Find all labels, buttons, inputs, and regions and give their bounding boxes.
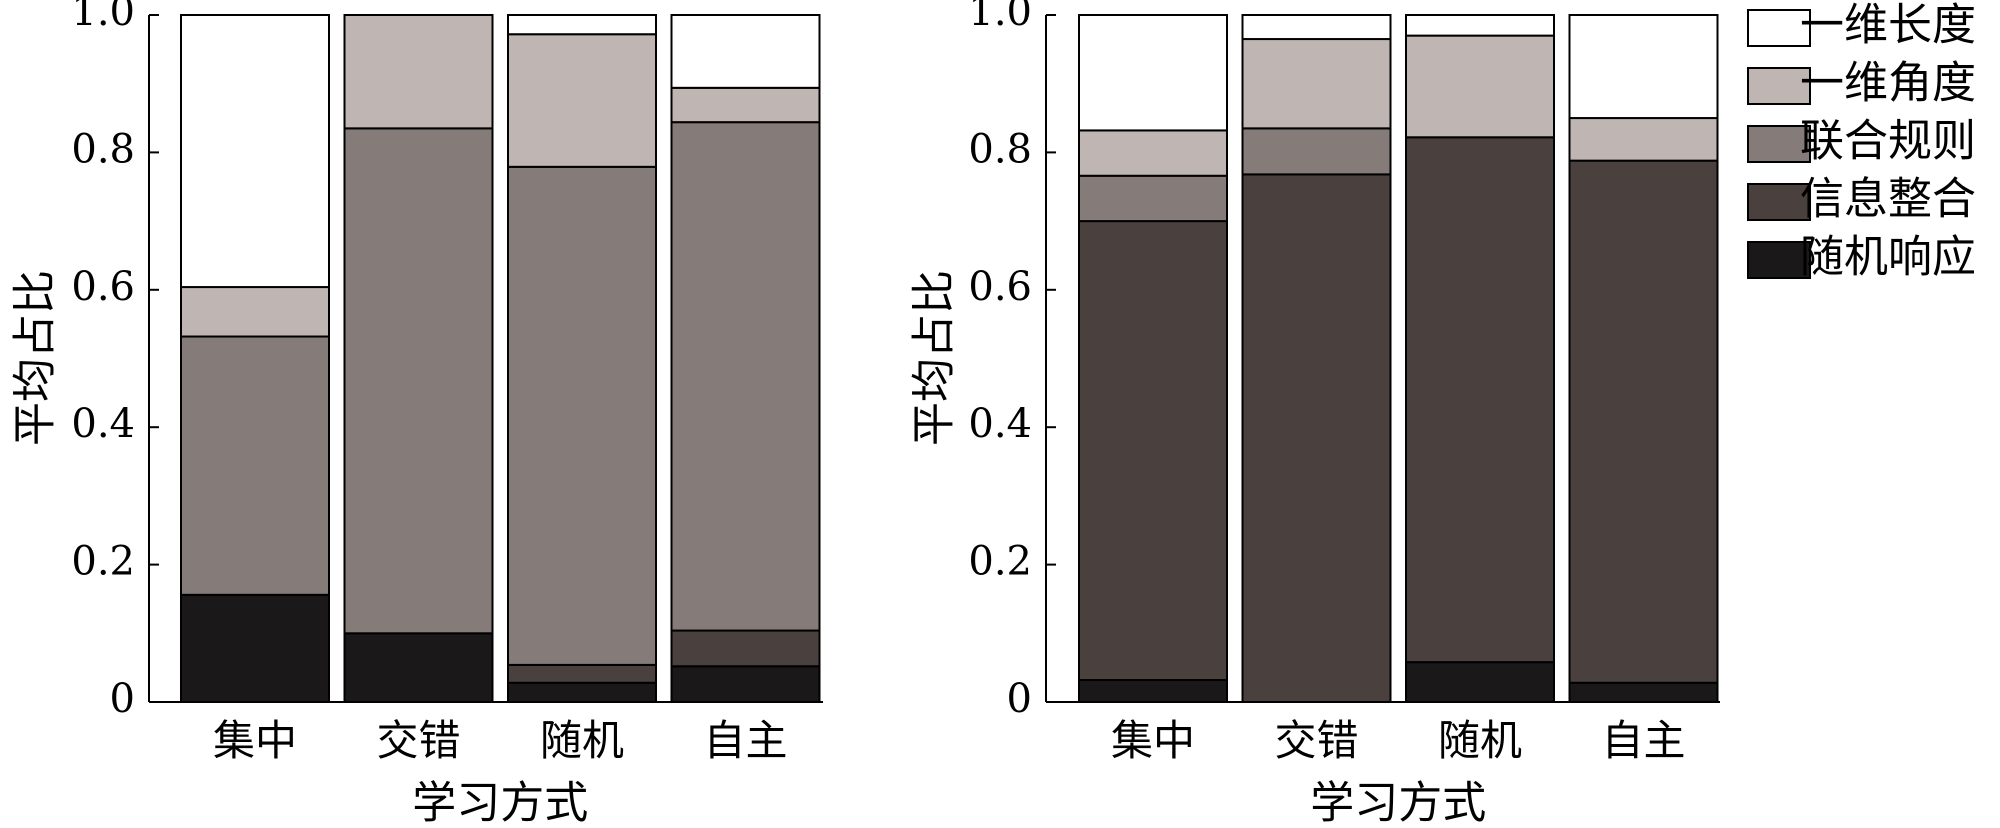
legend-label: 一维角度 <box>1800 58 1976 109</box>
x-tick-label: 自主 <box>1601 716 1685 765</box>
y-axis-title: 平均占比 <box>909 270 960 446</box>
y-tick-label: 1.0 <box>71 0 135 35</box>
bar-segment <box>1405 14 1555 37</box>
x-tick-label: 集中 <box>213 716 297 765</box>
legend-swatch <box>1747 183 1811 221</box>
bar-segment <box>1405 136 1555 664</box>
bar-segment <box>670 121 821 632</box>
bar-segment <box>1241 173 1392 704</box>
bar-segment <box>670 665 821 703</box>
y-tick-label: 0.6 <box>968 264 1032 310</box>
y-tick-label: 1.0 <box>968 0 1032 35</box>
bar-segment <box>343 14 494 130</box>
bar-segment <box>180 335 330 596</box>
x-axis-title: 学习方式 <box>412 778 588 828</box>
x-tick-label: 随机 <box>540 716 624 765</box>
y-tick-label: 0.8 <box>968 126 1032 172</box>
legend-label: 信息整合 <box>1800 174 1976 225</box>
x-tick-label: 交错 <box>1274 716 1358 765</box>
y-tick-label: 0.2 <box>71 539 135 585</box>
bar-segment <box>1241 127 1392 176</box>
bar-segment <box>670 14 821 89</box>
bar-segment <box>1568 159 1719 684</box>
y-tick-label: 0.8 <box>71 126 135 172</box>
bar-segment <box>507 663 657 684</box>
bar-segment <box>1568 117 1719 162</box>
bar-segment <box>343 632 494 703</box>
y-tick-label: 0 <box>1007 676 1032 722</box>
bar-segment <box>1568 681 1719 703</box>
legend-swatch <box>1747 241 1811 279</box>
legend-swatch <box>1747 125 1811 163</box>
bar-segment <box>507 14 657 36</box>
bar-segment <box>1078 14 1228 132</box>
bar-segment <box>180 286 330 338</box>
bar-segment <box>180 14 330 289</box>
x-tick-label: 交错 <box>376 716 460 765</box>
y-tick-label: 0.4 <box>968 401 1032 447</box>
bar-segment <box>1241 38 1392 130</box>
bar-segment <box>670 86 821 124</box>
y-tick-label: 0.6 <box>71 264 135 310</box>
y-tick-label: 0 <box>110 676 135 722</box>
bar-segment <box>670 629 821 668</box>
bar-segment <box>507 165 657 666</box>
x-tick-label: 随机 <box>1438 716 1522 765</box>
x-tick-label: 集中 <box>1111 716 1195 765</box>
legend-label: 随机响应 <box>1800 232 1976 283</box>
bar-segment <box>1078 220 1228 682</box>
x-tick-label: 自主 <box>703 716 787 765</box>
bar-segment <box>1078 679 1228 703</box>
bar-segment <box>1568 14 1719 120</box>
bar-segment <box>507 681 657 703</box>
bar-segment <box>1078 129 1228 177</box>
y-axis-title: 平均占比 <box>10 270 61 446</box>
legend-swatch <box>1747 67 1811 105</box>
bar-segment <box>1405 661 1555 703</box>
legend-label: 一维长度 <box>1800 0 1976 51</box>
y-tick-label: 0.4 <box>71 401 135 447</box>
legend-label: 联合规则 <box>1800 116 1976 167</box>
bar-segment <box>343 127 494 635</box>
x-axis-title: 学习方式 <box>1310 778 1486 828</box>
legend-swatch <box>1747 9 1811 47</box>
bar-segment <box>1078 174 1228 223</box>
bar-segment <box>180 593 330 703</box>
bar-segment <box>1241 14 1392 41</box>
y-tick-label: 0.2 <box>968 539 1032 585</box>
bar-segment <box>507 33 657 168</box>
bar-segment <box>1405 34 1555 139</box>
